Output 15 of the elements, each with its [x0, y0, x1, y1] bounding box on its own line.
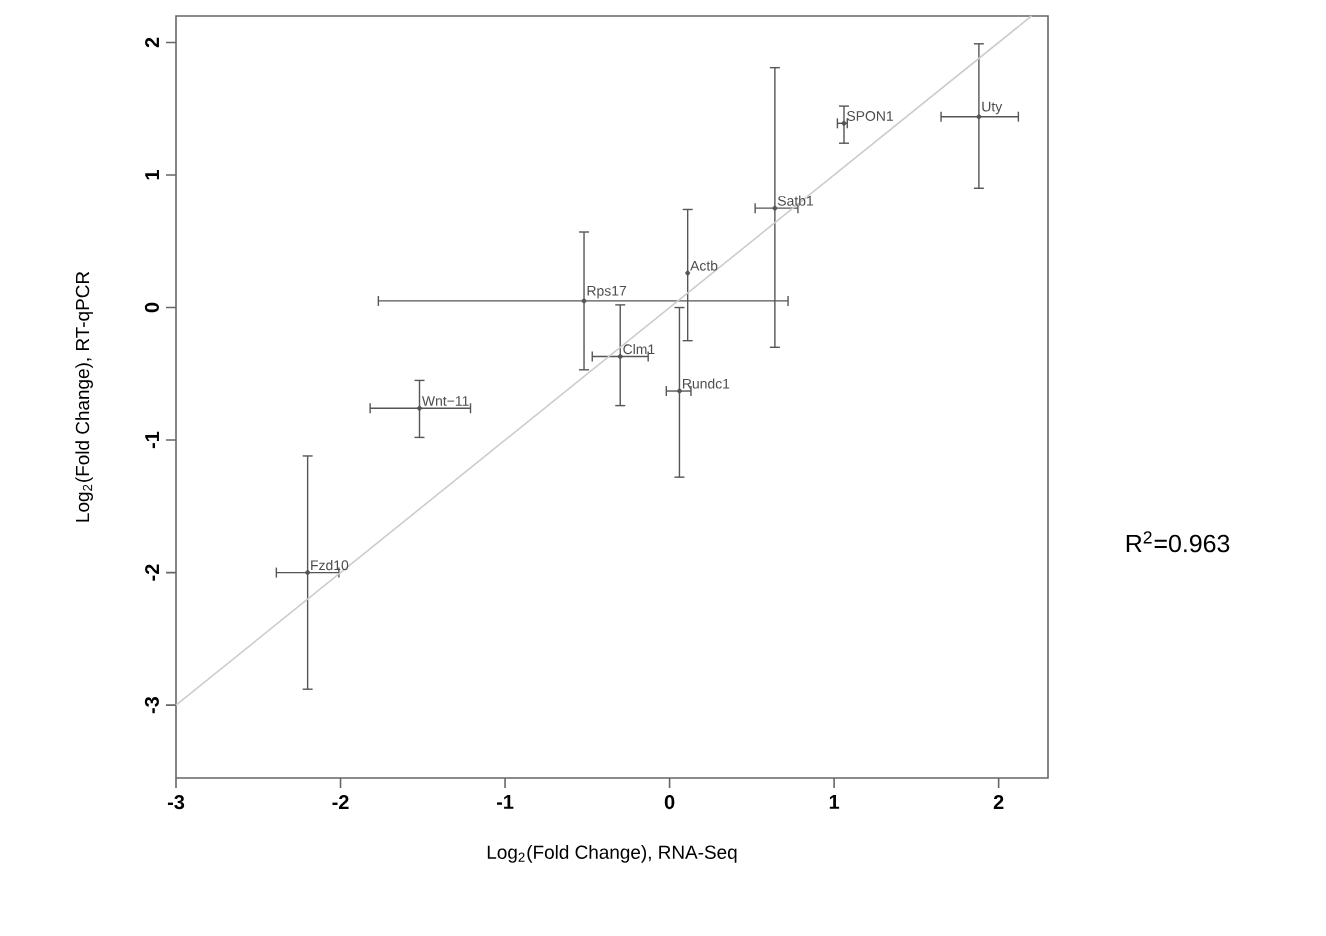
x-tick-label: 1: [829, 795, 840, 809]
y-tick-label: 0: [144, 302, 159, 313]
x-axis-title: Log$_{2}$(Fold Change), RNA-Seq: [487, 845, 737, 863]
y-tick-label: -2: [145, 564, 159, 581]
y-tick-label: 2: [145, 37, 159, 48]
y-tick-label: -1: [145, 431, 159, 449]
x-tick-label: 0: [664, 795, 675, 810]
y-tick-label: 1: [145, 170, 159, 180]
x-tick-label: -2: [332, 795, 349, 809]
text: R$^{2}$=0.963: [1126, 531, 1230, 553]
x-tick-label: -3: [167, 795, 185, 810]
x-tick-label: 2: [993, 795, 1004, 809]
y-tick-label: -3: [144, 696, 159, 714]
y-axis-title: Log$_{2}$(Fold Change), RT-qPCR: [75, 271, 93, 522]
x-tick-label: -1: [496, 795, 514, 809]
